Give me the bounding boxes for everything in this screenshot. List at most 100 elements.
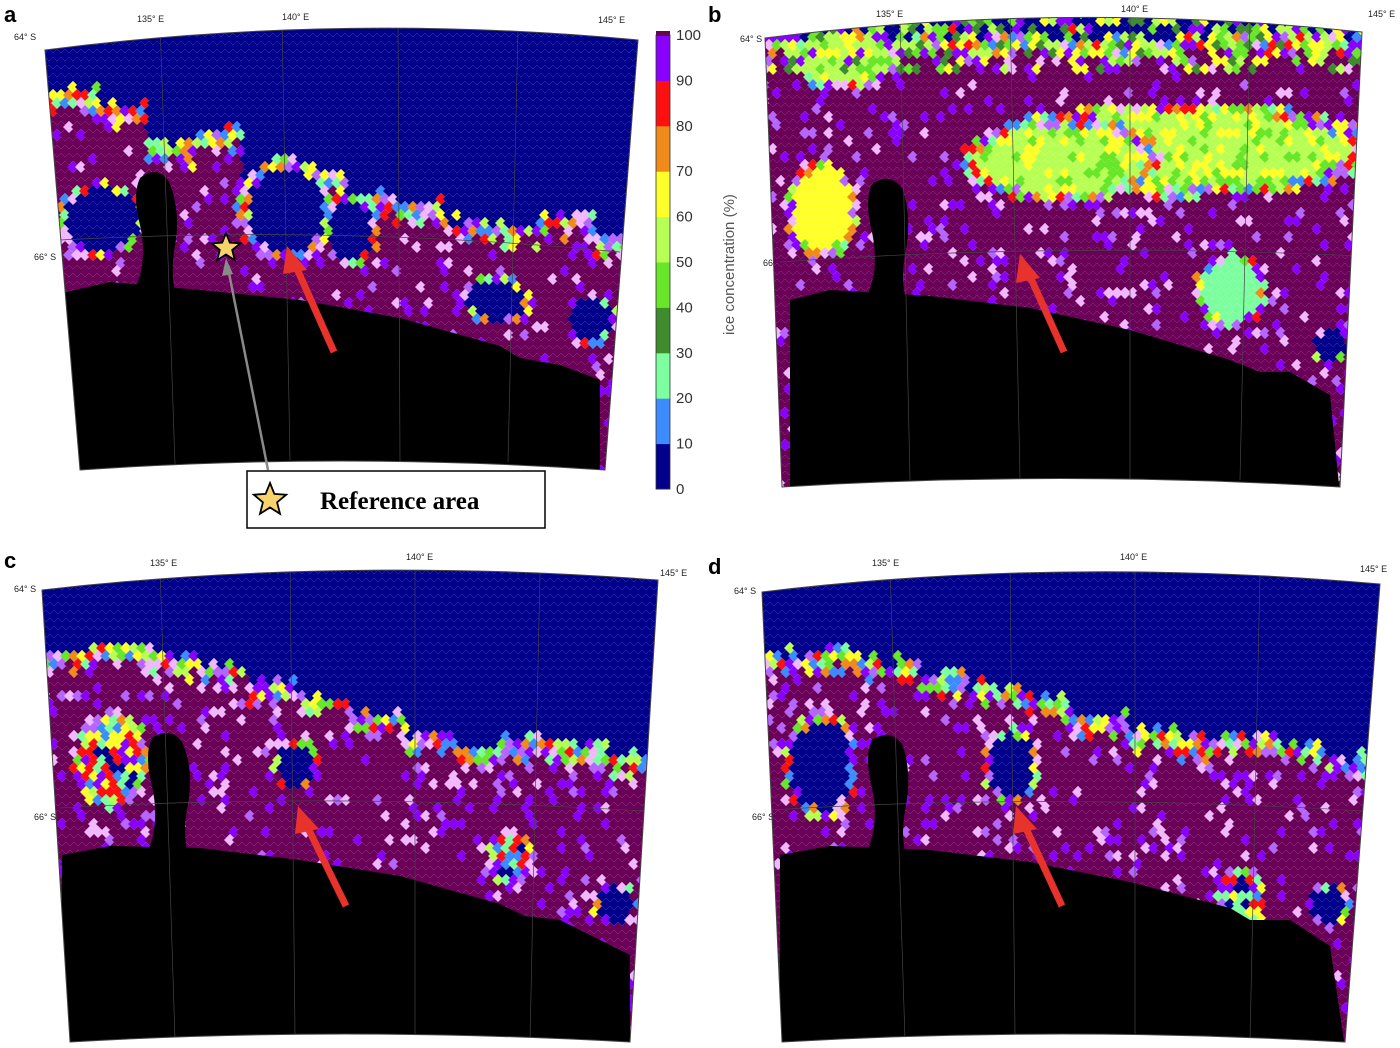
ice-cell [635, 337, 638, 349]
ice-cell [1159, 0, 1171, 11]
colorbar-tick-label: 40 [676, 299, 693, 316]
ice-cell [45, 313, 51, 325]
ice-cell [1351, 0, 1363, 11]
ice-cell [1355, 17, 1362, 19]
ice-cell [179, 465, 191, 470]
ice-cell [75, 28, 87, 29]
ice-cell [431, 9, 443, 21]
panel-a-lat-tick-1: 64° S [14, 32, 36, 42]
ice-cell [623, 345, 635, 357]
ice-cell [1327, 0, 1339, 11]
ice-cell [611, 417, 623, 429]
ice-cell [1195, 17, 1207, 19]
ice-cell [47, 9, 59, 21]
ice-cell [827, 17, 839, 19]
ice-cell [635, 433, 638, 445]
ice-cell [71, 9, 83, 21]
ice-cell [87, 28, 99, 37]
ice-cell [631, 377, 638, 389]
ice-cell [631, 265, 638, 277]
ice-cell [455, 9, 467, 21]
ice-cell [627, 353, 638, 365]
ice-cell [1183, 0, 1195, 11]
ice-cell [63, 9, 75, 21]
ice-cell [619, 305, 631, 317]
ice-cell [1307, 17, 1319, 19]
ice-cell [995, 17, 1007, 19]
ice-cell [503, 9, 515, 21]
ice-cell [611, 449, 623, 461]
ice-cell [199, 9, 211, 21]
ice-cell [1039, 0, 1051, 11]
ice-cell [51, 305, 63, 317]
ice-cell [45, 361, 51, 373]
ice-cell [615, 441, 627, 453]
panel-b-lat-tick-1: 64° S [740, 34, 762, 44]
ice-cell [1179, 17, 1191, 19]
ice-cell [631, 441, 638, 453]
ice-cell [47, 313, 59, 325]
ice-cell [631, 249, 638, 261]
ice-cell [807, 17, 819, 27]
ice-cell [63, 425, 75, 437]
ice-cell [1343, 0, 1355, 11]
ice-cell [631, 281, 638, 293]
ice-cell [1315, 17, 1327, 19]
panel-b-lon-tick-2: 140° E [1121, 4, 1148, 14]
ice-cell [59, 433, 71, 445]
colorbar-tick-label: 60 [676, 209, 693, 226]
ice-cell [627, 257, 638, 269]
ice-cell [383, 9, 395, 21]
ice-cell [1007, 0, 1019, 11]
ice-cell [619, 401, 631, 413]
colorbar-tick-label: 50 [676, 254, 693, 271]
ice-cell [615, 409, 627, 421]
ice-cell [1323, 17, 1335, 19]
ice-cell [311, 9, 323, 21]
ice-cell [1079, 0, 1091, 11]
ice-cell [967, 0, 979, 11]
ice-cell [45, 353, 55, 365]
ice-cell [45, 337, 55, 349]
ice-cell [635, 353, 638, 365]
ice-cell [159, 28, 171, 37]
ice-cell [1255, 0, 1267, 11]
ice-cell [1063, 0, 1075, 11]
ice-cell [1207, 0, 1219, 11]
ice-cell [1071, 0, 1083, 11]
ice-cell [623, 377, 635, 389]
ice-cell [55, 313, 67, 325]
ice-cell [51, 449, 63, 461]
ice-cell [551, 9, 563, 21]
ice-cell [203, 28, 215, 29]
ice-cell [45, 193, 55, 205]
ice-cell [251, 28, 263, 29]
ice-cell [623, 313, 635, 325]
ice-cell [623, 265, 635, 277]
ice-cell [1003, 17, 1015, 19]
ice-cell [547, 28, 559, 29]
ice-cell [343, 9, 355, 21]
ice-cell [631, 425, 638, 437]
ice-cell [175, 9, 187, 21]
ice-cell [47, 217, 59, 229]
ice-cell [1191, 0, 1203, 11]
ice-cell [615, 457, 627, 469]
ice-cell [607, 28, 619, 37]
ice-cell [59, 401, 71, 413]
ice-cell [471, 9, 483, 21]
ice-cell [411, 28, 423, 29]
ice-cell [1263, 0, 1275, 11]
ice-cell [779, 23, 791, 35]
ice-cell [499, 28, 511, 29]
ice-cell [195, 465, 207, 470]
ice-cell [863, 17, 875, 27]
ice-cell [815, 0, 827, 11]
ice-cell [59, 33, 71, 45]
ice-cell [635, 225, 638, 237]
ice-cell [627, 385, 638, 397]
ice-cell [863, 0, 875, 11]
ice-cell [51, 28, 63, 29]
ice-cell [975, 0, 987, 11]
ice-cell [147, 465, 159, 470]
